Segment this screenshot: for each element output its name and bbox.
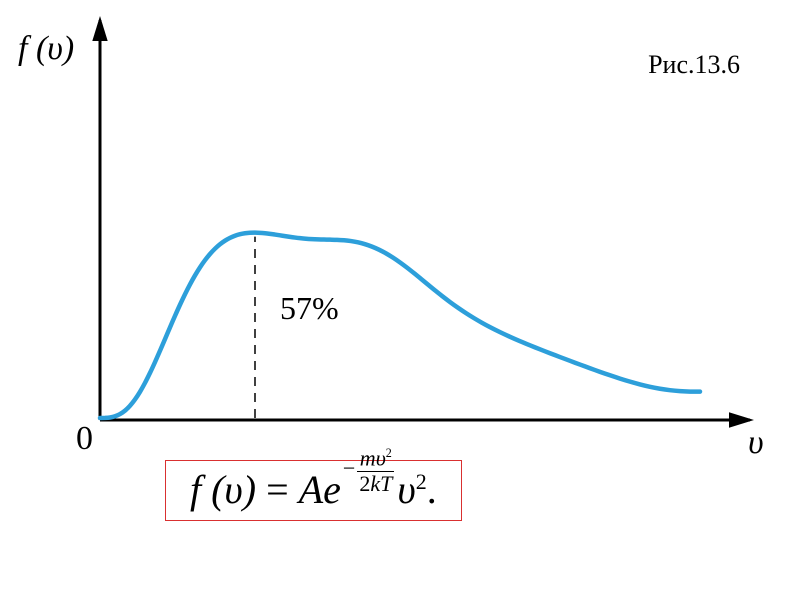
x-axis-label: υ (748, 424, 764, 462)
percent-label: 57% (280, 290, 339, 327)
formula-A: A (299, 467, 323, 512)
formula-lhs: f (υ) (190, 467, 256, 512)
frac-m: m (360, 446, 376, 471)
formula-e: e (323, 467, 341, 512)
y-axis-label: f (υ) (18, 30, 74, 68)
frac-v: υ (376, 446, 386, 471)
formula-exponent: −mυ22kT (341, 447, 396, 494)
formula-period: . (427, 467, 437, 512)
figure-container: f (υ) υ 0 57% Рис.13.6 f (υ) = Ae−mυ22kT… (0, 0, 800, 600)
frac-v-sq: 2 (386, 446, 392, 460)
figure-caption: Рис.13.6 (648, 50, 740, 80)
maxwell-formula: f (υ) = Ae−mυ22kTυ2. (190, 467, 437, 512)
formula-v-sq: 2 (416, 469, 427, 494)
formula-exp-minus: − (343, 456, 355, 481)
formula-box: f (υ) = Ae−mυ22kTυ2. (165, 460, 462, 521)
formula-denominator: 2kT (357, 472, 394, 495)
formula-eq: = (256, 467, 299, 512)
figure-caption-text: Рис.13.6 (648, 50, 740, 79)
y-axis-label-text: f (υ) (18, 30, 74, 67)
formula-v: υ (396, 467, 415, 512)
percent-label-text: 57% (280, 290, 339, 326)
origin-label-text: 0 (76, 420, 93, 457)
y-axis-arrow (92, 16, 107, 41)
frac-T: T (380, 471, 392, 496)
frac-2: 2 (359, 471, 370, 496)
formula-fraction: mυ22kT (357, 447, 394, 494)
frac-k: k (370, 471, 380, 496)
x-axis-label-text: υ (748, 424, 764, 461)
formula-numerator: mυ2 (357, 447, 394, 471)
distribution-curve (100, 233, 700, 418)
origin-label: 0 (76, 420, 93, 458)
